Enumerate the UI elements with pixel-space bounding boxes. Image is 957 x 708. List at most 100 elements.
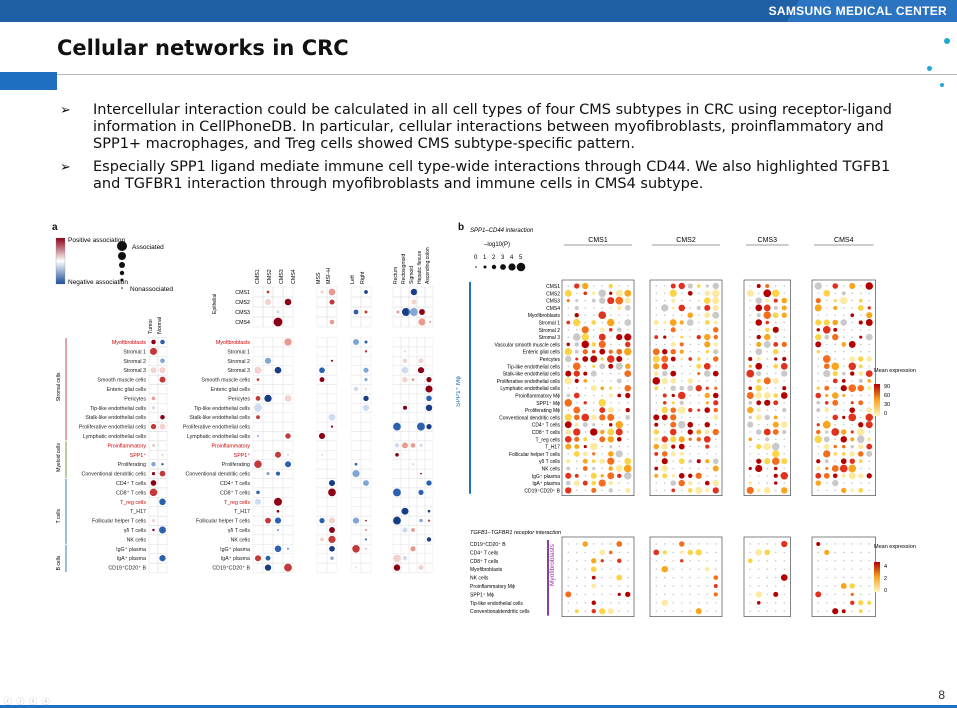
interaction-dot: [698, 543, 700, 545]
grid-cell: [252, 506, 264, 517]
interaction-dot: [698, 380, 700, 382]
interaction-dot: [582, 349, 588, 355]
interaction-dot: [766, 475, 768, 477]
interaction-dot: [688, 357, 693, 361]
interaction-dot: [766, 593, 768, 596]
interaction-dot: [866, 450, 873, 457]
interaction-dot: [698, 424, 700, 426]
row-label-right: Pericytes: [228, 396, 250, 402]
interaction-dot: [573, 392, 580, 399]
interaction-dot: [567, 543, 569, 545]
interaction-dot: [655, 610, 657, 612]
grid-cell: [408, 384, 418, 395]
grid-cell: [326, 306, 338, 318]
interaction-dot: [765, 283, 770, 289]
interaction-dot: [843, 351, 845, 353]
interaction-dot: [584, 321, 586, 324]
interaction-dot: [842, 393, 846, 398]
association-dot: [286, 547, 290, 550]
interaction-dot: [598, 333, 606, 341]
association-dot: [266, 290, 270, 294]
interaction-dot: [689, 299, 691, 302]
grid-cell: [326, 562, 338, 573]
interaction-dot: [712, 487, 719, 494]
interaction-dot: [565, 429, 571, 435]
interaction-dot: [860, 292, 862, 294]
interaction-dot: [598, 340, 606, 349]
association-dot: [151, 396, 156, 401]
group-header: CMS2: [676, 237, 696, 244]
interaction-dot: [780, 421, 788, 428]
interaction-dot: [583, 401, 587, 405]
association-dot: [274, 497, 282, 506]
interaction-dot: [610, 560, 612, 562]
interaction-dot: [576, 460, 578, 462]
row-label: Proinflammatory: [107, 443, 146, 449]
interaction-dot: [696, 459, 701, 464]
interaction-dot: [627, 482, 629, 484]
interaction-dot: [755, 392, 763, 399]
interaction-dot: [822, 325, 831, 334]
interaction-dot: [598, 479, 606, 487]
interaction-dot: [749, 321, 751, 324]
interaction-dot: [608, 393, 613, 398]
association-dot: [264, 394, 272, 403]
row-label-right: T_H17: [234, 509, 250, 515]
interaction-dot: [843, 593, 845, 596]
interaction-dot: [860, 285, 862, 287]
interaction-dot: [773, 591, 779, 597]
interaction-dot: [698, 394, 700, 397]
interaction-dot: [689, 307, 691, 309]
interaction-dot: [689, 568, 691, 570]
interaction-dot: [858, 378, 863, 383]
grid-cell: [316, 412, 328, 423]
interaction-dot: [608, 349, 613, 354]
interaction-dot: [780, 392, 788, 399]
interaction-dot: [758, 482, 760, 484]
interaction-dot: [678, 458, 685, 465]
grid-cell: [392, 365, 402, 376]
association-dot: [364, 378, 368, 382]
interaction-dot: [817, 453, 819, 455]
association-dot: [329, 319, 335, 325]
interaction-dot: [850, 430, 854, 434]
interaction-dot: [775, 372, 777, 375]
interaction-dot: [843, 543, 845, 545]
interaction-dot: [868, 585, 870, 587]
grid-cell: [262, 478, 274, 489]
interaction-dot: [615, 362, 623, 370]
interaction-dot: [615, 464, 623, 473]
association-dot: [427, 519, 431, 522]
interaction-dot: [672, 568, 674, 570]
interaction-dot: [749, 307, 751, 309]
interaction-dot: [627, 438, 629, 440]
interaction-dot: [713, 342, 718, 347]
interaction-dot: [781, 487, 788, 494]
interaction-dot: [843, 402, 845, 404]
interaction-dot: [670, 348, 676, 355]
interaction-dot: [817, 602, 819, 604]
interaction-dot: [826, 602, 828, 604]
row-label: IgA⁺ plasma: [532, 481, 560, 487]
interaction-dot: [688, 459, 693, 464]
interaction-dot: [572, 333, 581, 341]
grid-cell: [148, 534, 159, 545]
decor-dot: [940, 83, 944, 87]
col-label-side: Right: [360, 271, 366, 284]
interaction-dot: [834, 358, 836, 360]
interaction-dot: [574, 444, 580, 450]
interaction-dot: [584, 489, 586, 492]
size-legend-value: 5: [519, 255, 523, 261]
interaction-dot: [825, 466, 829, 471]
interaction-dot: [670, 385, 676, 391]
interaction-dot: [584, 610, 586, 612]
grid-cell: [350, 534, 362, 545]
interaction-dot: [749, 460, 751, 462]
grid-cell: [400, 384, 410, 395]
interaction-dot: [670, 480, 677, 486]
association-dot: [420, 472, 422, 475]
interaction-dot: [601, 453, 603, 455]
interaction-dot: [775, 321, 777, 324]
row-label: γδ T cells: [124, 528, 147, 534]
interaction-dot: [627, 610, 629, 612]
